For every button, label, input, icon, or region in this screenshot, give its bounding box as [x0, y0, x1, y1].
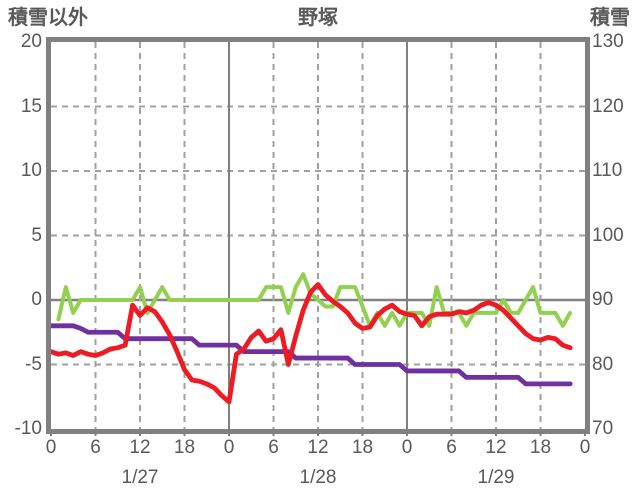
green-line [56, 272, 573, 328]
x-tick-label: 12 [485, 437, 507, 458]
y-left-tick-label: -10 [14, 418, 42, 439]
x-tick-label: 18 [173, 437, 196, 458]
x-tick-label: 6 [446, 437, 457, 458]
y-left-tick-label: 0 [31, 289, 42, 310]
y-right-tick-label: 70 [592, 418, 614, 439]
y-right-tick-label: 110 [592, 160, 623, 181]
x-tick-label: 12 [307, 437, 329, 458]
x-tick-label: 0 [45, 437, 57, 458]
y-left-tick-label: 20 [20, 31, 42, 52]
y-left-tick-label: 15 [20, 95, 42, 117]
date-label: 1/29 [477, 467, 515, 488]
y-left-tick-label: 5 [31, 224, 42, 246]
x-tick-label: 0 [223, 437, 235, 458]
x-tick-label: 0 [579, 437, 591, 458]
x-tick-label: 18 [351, 437, 374, 458]
y-right-tick-label: 130 [592, 31, 624, 52]
x-tick-label: 12 [129, 437, 151, 458]
red-line [48, 282, 573, 405]
x-tick-label: 18 [529, 437, 552, 458]
y-right-tick-label: 100 [592, 224, 624, 246]
purple-line [48, 323, 573, 387]
gridlines [51, 42, 585, 429]
left-axis-title: 積雪以外 [8, 7, 88, 29]
chart-title: 野塚 [298, 7, 338, 29]
y-left-tick-label: 10 [20, 160, 42, 181]
x-tick-label: 6 [268, 437, 279, 458]
y-left-tick-label: -5 [25, 353, 42, 375]
series-lines [48, 272, 573, 405]
date-label: 1/28 [299, 467, 337, 488]
plot-border [46, 37, 590, 436]
right-axis-title: 積雪 [590, 7, 630, 29]
y-right-tick-label: 90 [592, 289, 614, 310]
y-right-tick-label: 120 [592, 95, 624, 117]
x-tick-label: 0 [401, 437, 413, 458]
x-tick-label: 6 [90, 437, 101, 458]
date-label: 1/27 [121, 467, 159, 488]
y-right-tick-label: 80 [592, 353, 614, 375]
